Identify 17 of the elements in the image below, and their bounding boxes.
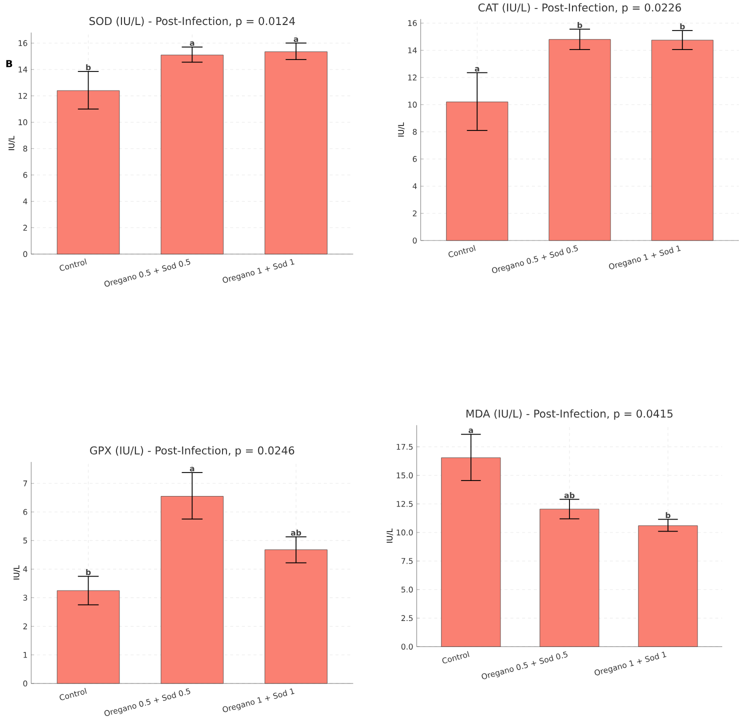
chart-title: CAT (IU/L) - Post-Infection, p = 0.0226 <box>478 3 681 14</box>
chart-title: GPX (IU/L) - Post-Infection, p = 0.0246 <box>90 446 294 457</box>
bar <box>446 102 508 241</box>
bar <box>56 90 120 254</box>
bar <box>160 54 224 254</box>
bar <box>56 590 120 684</box>
bar <box>651 40 714 241</box>
text: B <box>6 60 12 68</box>
bar <box>264 549 328 684</box>
bar <box>638 525 698 647</box>
bar <box>160 496 224 684</box>
bar <box>441 457 501 647</box>
chart-title: MDA (IU/L) - Post-Infection, p = 0.0415 <box>466 409 672 420</box>
bar <box>264 51 328 254</box>
bar <box>548 39 611 241</box>
chart-title: SOD (IU/L) - Post-Infection, p = 0.0124 <box>89 16 295 28</box>
bar <box>540 508 600 647</box>
